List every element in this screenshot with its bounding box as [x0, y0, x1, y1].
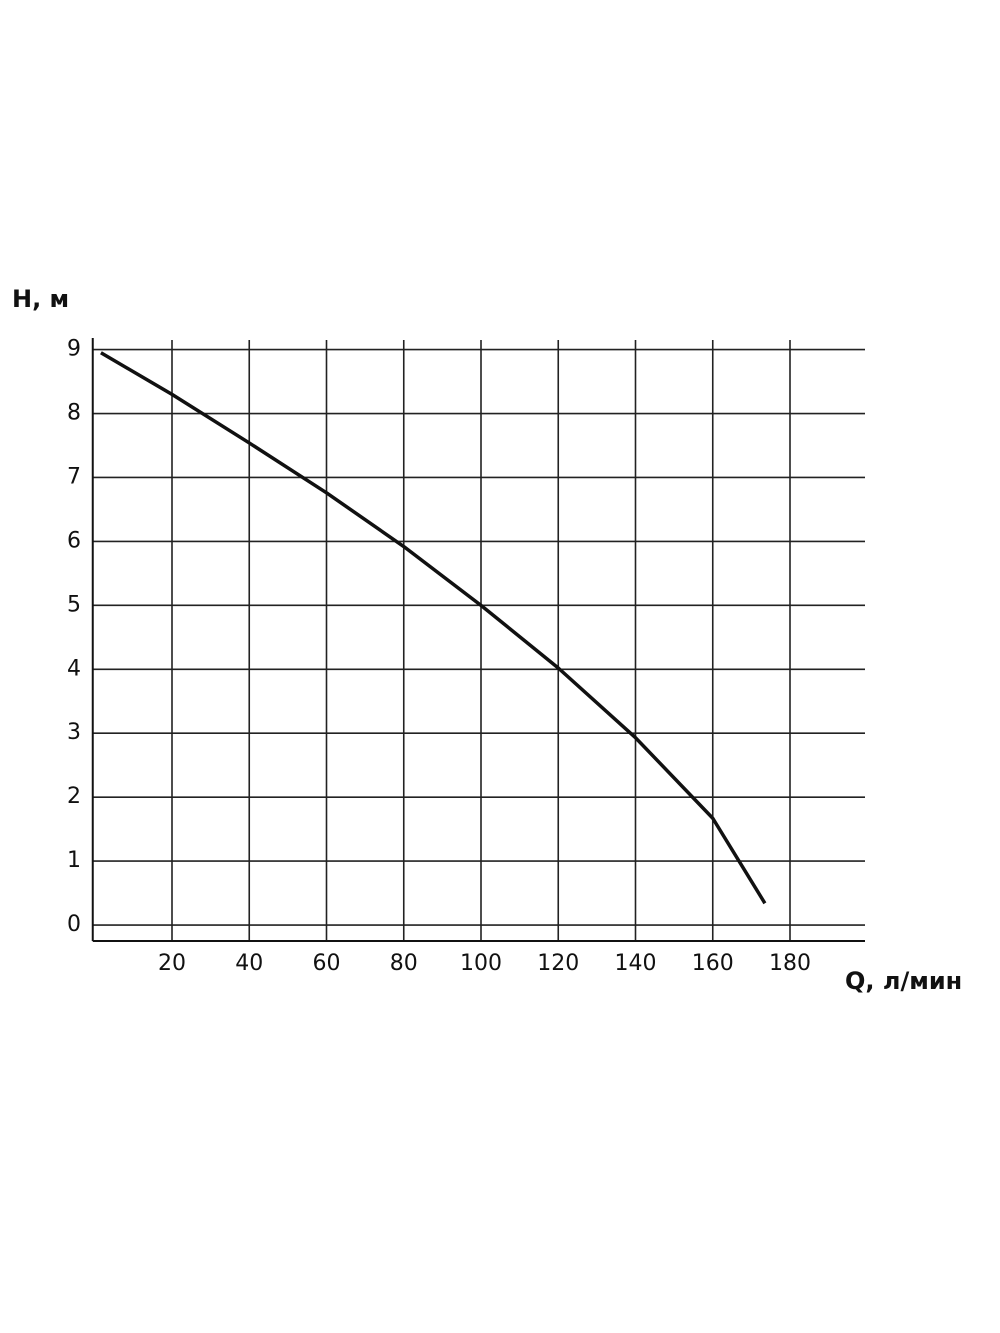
curve [100, 351, 767, 905]
x-tick-label: 40 [235, 951, 263, 976]
y-tick-label: 0 [67, 912, 81, 937]
x-tick-label: 100 [460, 951, 502, 976]
x-tick-label: 140 [615, 951, 657, 976]
y-tick-label: 7 [67, 464, 81, 489]
y-tick-label: 9 [67, 337, 81, 362]
x-tick-label: 20 [158, 951, 186, 976]
x-axis-label: Q, л/мин [845, 967, 962, 995]
y-tick-label: 1 [67, 848, 81, 873]
x-tick-label: 80 [390, 951, 418, 976]
y-tick-label: 6 [67, 528, 81, 553]
y-tick-label: 3 [67, 720, 81, 745]
y-tick-label: 5 [67, 592, 81, 617]
y-axis-label: H, м [12, 285, 69, 313]
y-tick-label: 2 [67, 784, 81, 809]
x-tick-label: 160 [692, 951, 734, 976]
x-tick-label: 120 [537, 951, 579, 976]
x-tick-label: 60 [313, 951, 341, 976]
y-tick-label: 8 [67, 401, 81, 426]
y-tick-label: 4 [67, 656, 81, 681]
x-tick-label: 180 [769, 951, 811, 976]
